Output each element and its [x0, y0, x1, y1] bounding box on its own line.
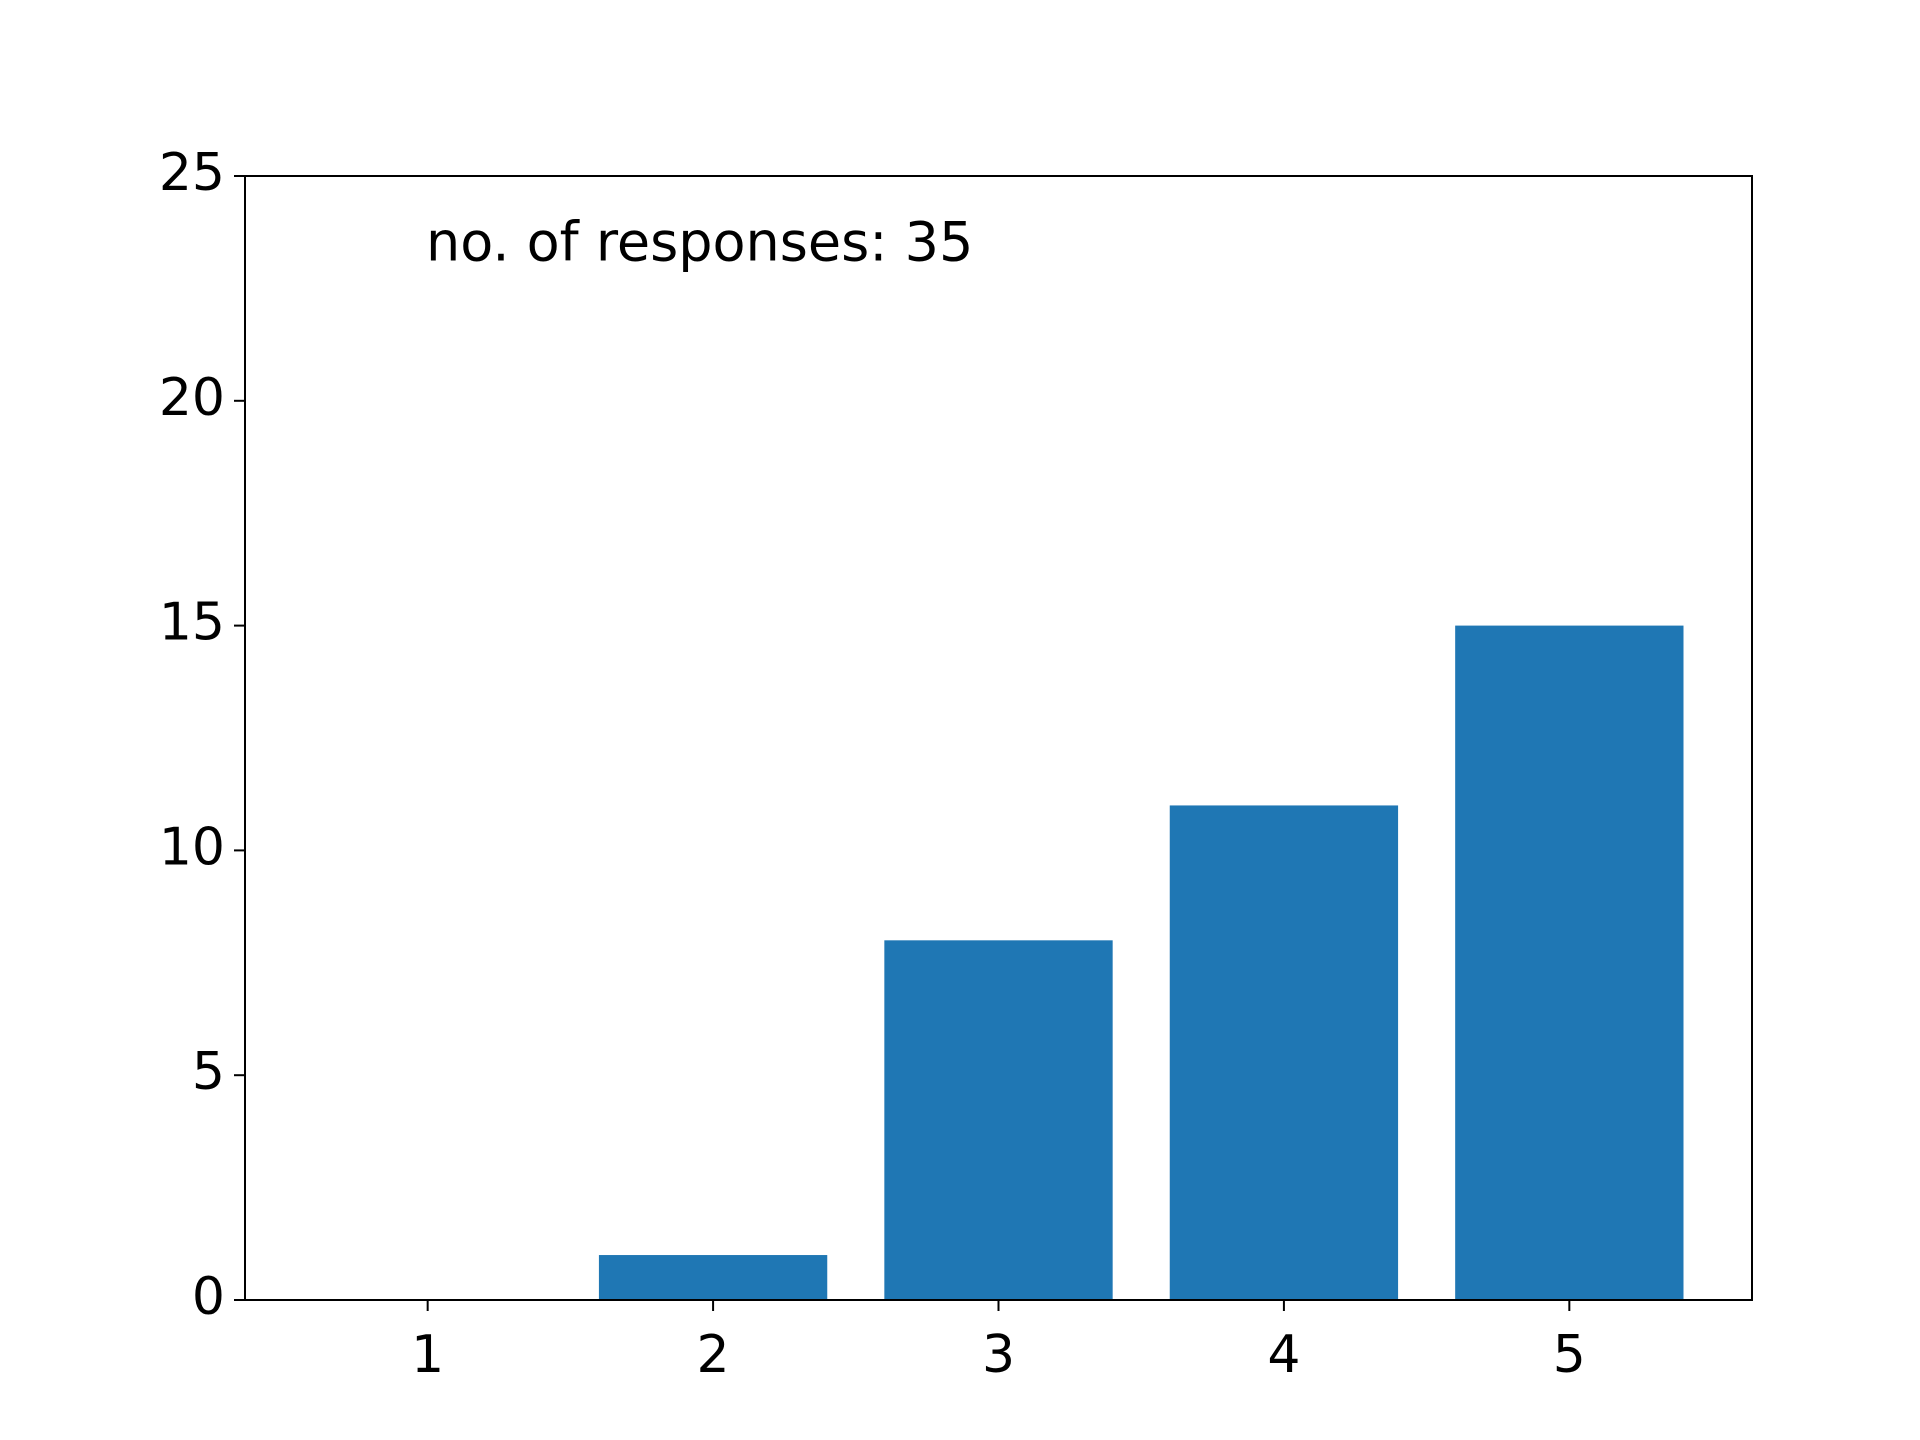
x-tick-label: 3: [982, 1325, 1015, 1385]
y-tick-label: 5: [192, 1042, 225, 1102]
annotation: no. of responses: 35: [426, 211, 973, 274]
x-tick-label: 1: [411, 1325, 444, 1385]
y-tick-label: 20: [159, 368, 225, 428]
bar: [1169, 805, 1399, 1300]
y-tick-label: 0: [192, 1267, 225, 1327]
y-tick-label: 10: [159, 817, 225, 877]
x-tick-label: 4: [1267, 1325, 1300, 1385]
bar: [1455, 625, 1684, 1300]
bar: [884, 940, 1113, 1300]
y-tick-label: 15: [159, 593, 225, 653]
bar: [598, 1255, 828, 1300]
x-tick-label: 2: [697, 1325, 730, 1385]
y-tick-label: 25: [159, 143, 225, 203]
x-tick-label: 5: [1553, 1325, 1586, 1385]
